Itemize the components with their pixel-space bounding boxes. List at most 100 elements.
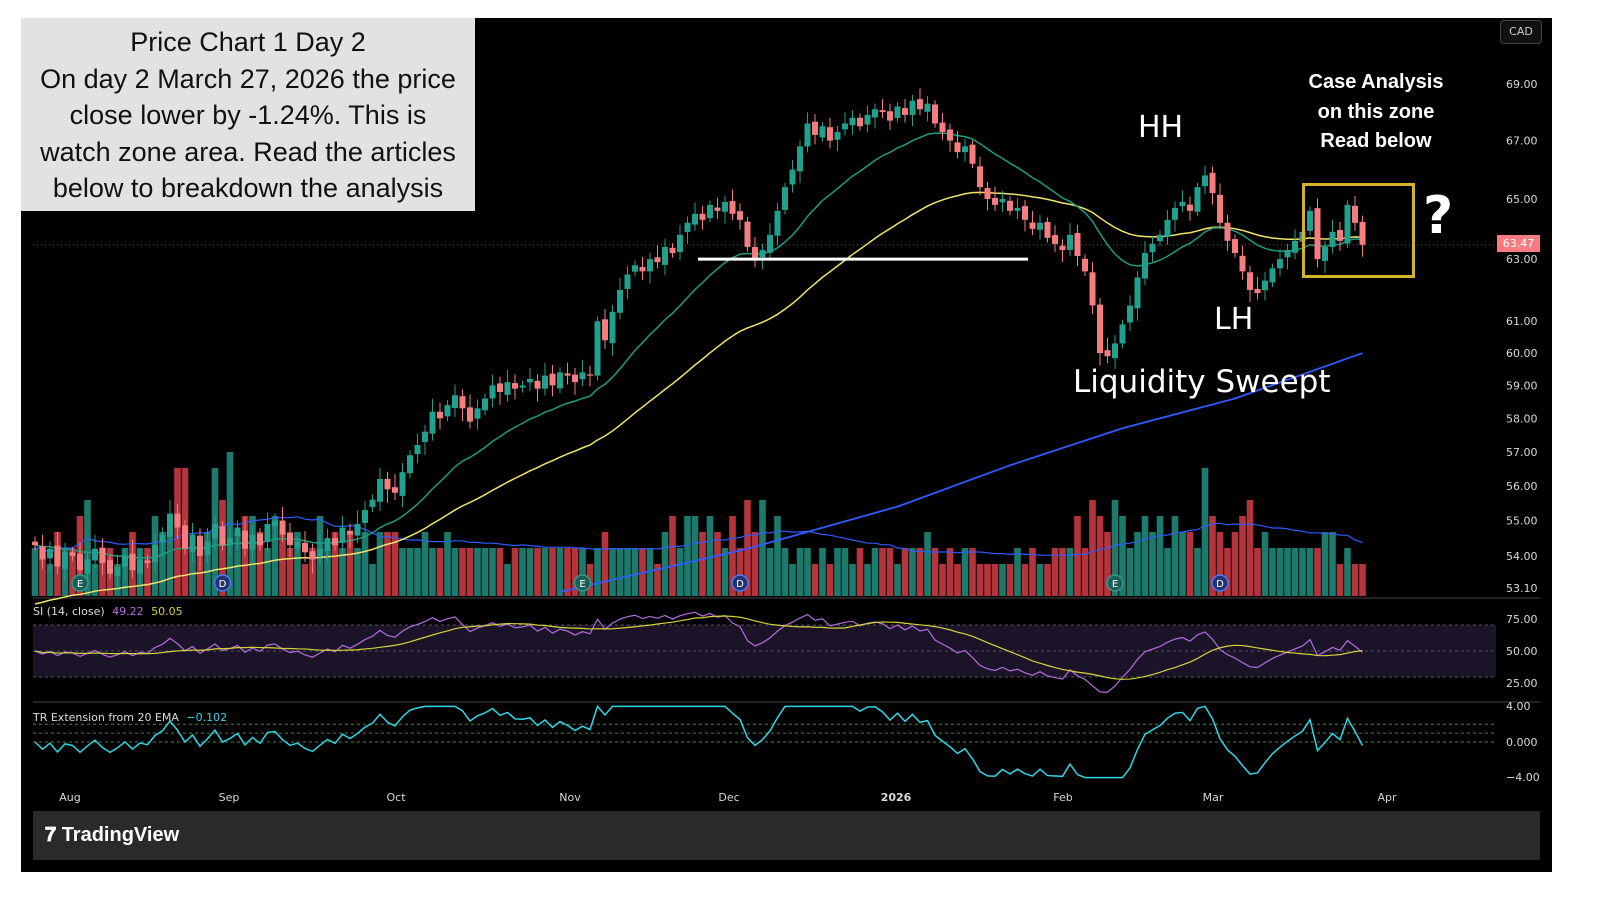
volume-bar <box>1111 500 1119 596</box>
title-line: below to breakdown the analysis <box>52 173 444 203</box>
candle-body <box>227 538 233 546</box>
volume-bar <box>751 532 759 596</box>
volume-bar <box>624 548 631 596</box>
volume-bar <box>1209 516 1216 596</box>
volume-bar <box>331 532 339 596</box>
volume-bar <box>421 532 429 596</box>
volume-bar <box>489 548 496 596</box>
volume-bar <box>984 564 991 596</box>
volume-bar <box>496 548 504 596</box>
candle-body <box>189 534 196 552</box>
volume-bar <box>721 548 729 596</box>
candle-body <box>834 132 841 140</box>
rsi-legend[interactable]: SI (14, close) 49.22 50.05 <box>33 605 183 618</box>
volume-bar <box>1119 516 1126 596</box>
candle-body <box>437 411 443 419</box>
candle-body <box>962 146 968 153</box>
volume-bar <box>519 548 526 596</box>
candle-body <box>212 524 218 539</box>
tradingview-logo[interactable]: 𝟕 TradingView <box>45 824 179 847</box>
candle-body <box>849 117 856 126</box>
volume-bar <box>1089 500 1096 596</box>
volume-bar <box>609 548 616 596</box>
candle-body <box>407 455 413 474</box>
candle-body <box>759 249 766 258</box>
volume-bar <box>796 548 804 596</box>
candle-body <box>669 247 676 254</box>
volume-bar <box>429 548 436 596</box>
currency-button[interactable]: CAD <box>1500 20 1542 44</box>
candle-body <box>924 103 931 112</box>
case-line: Case Analysis <box>1308 71 1444 93</box>
ma-mid-line <box>34 191 1363 605</box>
volume-bar <box>759 500 766 596</box>
volume-bar <box>1141 516 1149 596</box>
volume-bar <box>264 548 271 596</box>
candle-body <box>272 520 278 527</box>
candle-body <box>654 257 661 263</box>
volume-bar <box>1276 548 1284 596</box>
volume-bar <box>924 532 931 596</box>
candle-body <box>294 541 301 549</box>
lh-label: LH <box>1214 302 1254 337</box>
volume-bar <box>819 548 826 596</box>
tr-legend[interactable]: TR Extension from 20 EMA −0.102 <box>33 711 227 724</box>
volume-bar <box>1216 532 1224 596</box>
price-tick-label: 56.00 <box>1506 480 1538 493</box>
marker-circle <box>213 574 232 592</box>
volume-bar <box>354 548 361 596</box>
hh-label: HH <box>1138 110 1184 145</box>
volume-bar <box>1231 532 1239 596</box>
liquidity-sweep-label: Liquidity Sweept <box>1073 364 1331 400</box>
tr-value: −0.102 <box>186 711 228 724</box>
volume-bar <box>369 564 376 596</box>
candle-body <box>857 117 863 127</box>
candle-body <box>482 398 488 411</box>
candle-body <box>69 552 76 556</box>
volume-bar <box>886 548 894 596</box>
volume-bar <box>361 532 369 596</box>
volume-bar <box>534 548 541 596</box>
candle-body <box>92 548 98 561</box>
candle-body <box>992 198 998 205</box>
time-tick-label: Aug <box>59 791 80 804</box>
candle-body <box>1194 187 1201 212</box>
candle-body <box>1029 222 1036 229</box>
volume-bar <box>159 532 166 596</box>
candle-body <box>32 541 38 546</box>
candle-body <box>842 123 848 130</box>
volume-bar <box>511 548 519 596</box>
volume-bar <box>1254 548 1261 596</box>
volume-bar <box>451 548 459 596</box>
volume-bar <box>1044 564 1051 596</box>
volume-bar <box>1194 548 1201 596</box>
candle-body <box>144 560 151 564</box>
rsi-tick-label: 50.00 <box>1506 645 1538 658</box>
volume-bar <box>466 548 474 596</box>
candle-body <box>84 559 91 574</box>
candle-body <box>1157 234 1163 242</box>
volume-bar <box>1246 500 1254 596</box>
candle-body <box>234 527 241 537</box>
candle-body <box>549 373 556 386</box>
volume-bar <box>669 516 676 596</box>
candle-body <box>917 99 923 110</box>
watch-zone-box <box>1302 183 1415 278</box>
volume-bar <box>811 564 819 596</box>
candle-body <box>1037 222 1043 230</box>
volume-bar <box>166 532 174 596</box>
candle-body <box>909 100 916 115</box>
candle-body <box>789 169 796 185</box>
volume-bar <box>324 548 331 596</box>
price-tick-label: 61.00 <box>1506 315 1538 328</box>
volume-bar <box>1186 532 1194 596</box>
candle-body <box>872 109 878 118</box>
price-tick-label: 54.00 <box>1506 550 1538 563</box>
candle-body <box>1022 206 1028 220</box>
candle-body <box>782 187 788 210</box>
tradingview-text: TradingView <box>61 824 180 846</box>
candle-body <box>362 510 368 523</box>
candle-body <box>182 525 188 549</box>
volume-bar <box>676 548 684 596</box>
